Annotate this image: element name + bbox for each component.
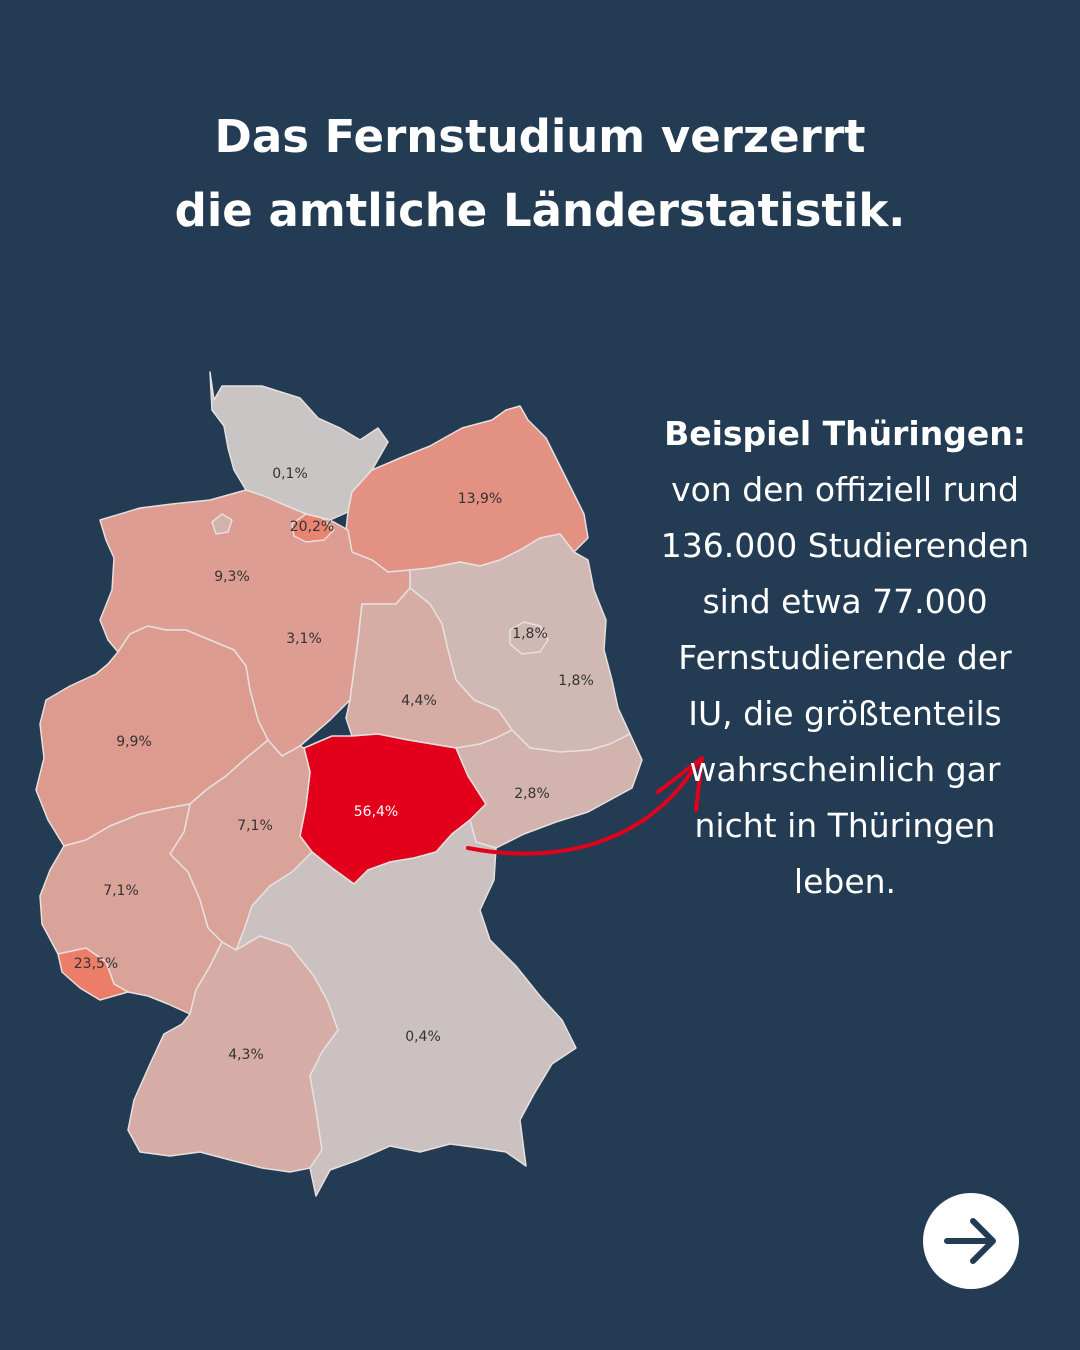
- label-sachsen: 2,8%: [514, 786, 550, 802]
- label-rheinland-pfalz: 7,1%: [103, 883, 139, 899]
- label-schleswig-holstein: 0,1%: [272, 466, 308, 482]
- headline: Das Fernstudium verzerrt die amtliche Lä…: [0, 100, 1080, 248]
- callout-arrow-line: [466, 760, 700, 856]
- label-sachsen-anhalt: 4,4%: [401, 693, 437, 709]
- state-hamburg: [291, 513, 335, 543]
- label-mecklenburg-vorpommern: 13,9%: [458, 491, 502, 507]
- state-bremen: [211, 513, 233, 535]
- callout-lead: Beispiel Thüringen:: [664, 414, 1026, 453]
- callout-body: von den offiziell rund 136.000 Studieren…: [660, 470, 1030, 901]
- callout-arrow: [466, 756, 704, 856]
- label-thueringen: 56,4%: [354, 804, 398, 820]
- arrow-right-icon: [944, 1218, 996, 1264]
- state-berlin: [509, 621, 549, 655]
- label-berlin: 1,8%: [512, 626, 548, 642]
- state-shapes: [35, 371, 643, 1197]
- callout-text: Beispiel Thüringen: von den offiziell ru…: [660, 406, 1030, 910]
- label-bremen: 3,1%: [286, 631, 322, 647]
- headline-line-2: die amtliche Länderstatistik.: [174, 184, 906, 237]
- callout-arrow-head: [656, 756, 704, 812]
- label-bayern: 0,4%: [405, 1029, 441, 1045]
- label-baden-wuerttemberg: 4,3%: [228, 1047, 264, 1063]
- label-nordrhein-westfalen: 9,9%: [116, 734, 152, 750]
- state-bayern: [235, 819, 577, 1197]
- state-saarland: [57, 947, 129, 1001]
- headline-line-1: Das Fernstudium verzerrt: [214, 110, 866, 163]
- label-saarland: 23,5%: [74, 956, 118, 972]
- label-hessen: 7,1%: [237, 818, 273, 834]
- next-button[interactable]: [923, 1193, 1019, 1289]
- label-niedersachsen: 9,3%: [214, 569, 250, 585]
- label-hamburg: 20,2%: [290, 519, 334, 535]
- label-brandenburg: 1,8%: [558, 673, 594, 689]
- state-labels: 0,1% 20,2% 13,9% 9,3% 3,1% 1,8% 1,8% 4,4…: [74, 466, 594, 1063]
